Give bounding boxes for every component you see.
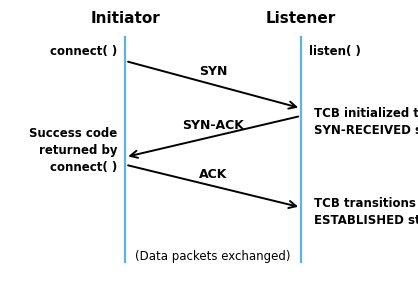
Text: TCB initialized to
SYN-RECEIVED state: TCB initialized to SYN-RECEIVED state [314, 107, 418, 137]
Text: (Data packets exchanged): (Data packets exchanged) [135, 250, 291, 263]
Text: connect( ): connect( ) [50, 45, 117, 58]
Text: Success code
returned by
connect( ): Success code returned by connect( ) [29, 127, 117, 174]
Text: Listener: Listener [266, 11, 336, 26]
Text: TCB transitions to
ESTABLISHED state: TCB transitions to ESTABLISHED state [314, 197, 418, 227]
Text: SYN: SYN [199, 65, 227, 78]
Text: listen( ): listen( ) [309, 45, 361, 58]
Text: SYN-ACK: SYN-ACK [182, 119, 244, 132]
Text: ACK: ACK [199, 168, 227, 181]
Text: Initiator: Initiator [91, 11, 160, 26]
